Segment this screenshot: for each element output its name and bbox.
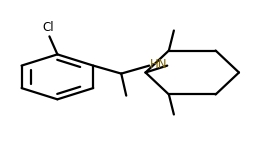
Text: Cl: Cl xyxy=(43,21,54,34)
Text: HN: HN xyxy=(150,58,168,71)
